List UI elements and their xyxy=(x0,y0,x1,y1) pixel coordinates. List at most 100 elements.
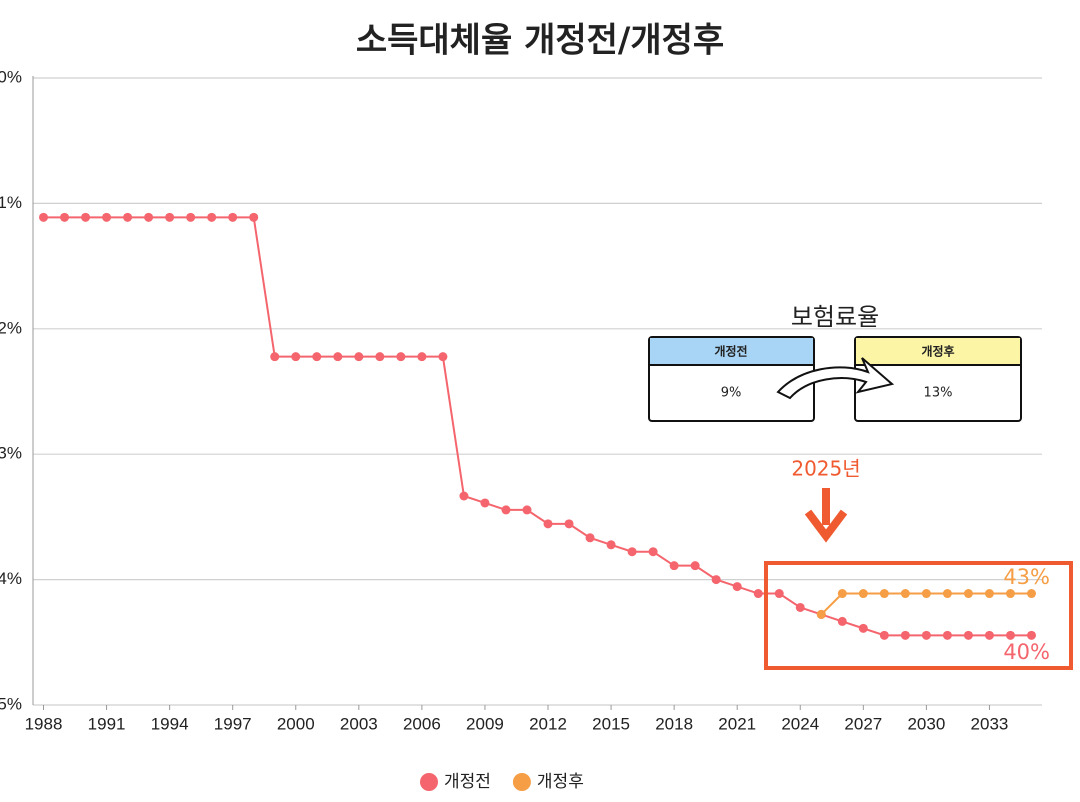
point xyxy=(921,589,931,599)
point xyxy=(501,505,511,515)
x-tick-label: 2021 xyxy=(718,714,756,733)
point xyxy=(564,519,574,529)
point xyxy=(102,212,112,222)
point xyxy=(648,547,658,557)
point xyxy=(480,498,490,508)
y-tick-label: 62% xyxy=(0,318,22,337)
point xyxy=(942,630,952,640)
point xyxy=(207,212,217,222)
point xyxy=(858,589,868,599)
point xyxy=(249,212,259,222)
point xyxy=(144,212,154,222)
point xyxy=(522,505,532,515)
legend-label: 개정후 xyxy=(537,772,584,792)
x-tick-label: 2033 xyxy=(971,714,1009,733)
point xyxy=(753,589,763,599)
point xyxy=(963,630,973,640)
premium-before-header: 개정전 xyxy=(714,344,747,359)
point xyxy=(690,561,700,571)
y-tick-label: 44% xyxy=(0,569,22,588)
point xyxy=(942,589,952,599)
point xyxy=(774,589,784,599)
point xyxy=(543,519,553,529)
point xyxy=(921,630,931,640)
point xyxy=(228,212,238,222)
after-label: 43% xyxy=(1003,565,1050,589)
point xyxy=(396,352,406,362)
point xyxy=(900,589,910,599)
legend-label: 개정전 xyxy=(444,772,491,792)
y-tick-label: 71% xyxy=(0,193,22,212)
before-label: 40% xyxy=(1003,640,1050,664)
premium-after-header-bg xyxy=(856,338,1020,365)
premium-title: 보험료율 xyxy=(791,303,879,331)
x-tick-label: 2003 xyxy=(340,714,378,733)
point xyxy=(711,575,721,585)
x-tick-label: 2018 xyxy=(655,714,693,733)
point xyxy=(123,212,133,222)
point xyxy=(984,589,994,599)
point xyxy=(354,352,364,362)
down-arrow xyxy=(804,488,848,543)
x-tick-label: 2012 xyxy=(529,714,567,733)
point xyxy=(879,630,889,640)
point xyxy=(438,352,448,362)
point xyxy=(795,602,805,612)
point xyxy=(858,623,868,633)
premium-after-header: 개정후 xyxy=(921,344,954,359)
x-tick-label: 2006 xyxy=(403,714,441,733)
premium-before-header-bg xyxy=(650,338,813,365)
point xyxy=(39,212,49,222)
point xyxy=(585,533,595,543)
x-tick-label: 2027 xyxy=(844,714,882,733)
x-tick-label: 1994 xyxy=(151,714,189,733)
point xyxy=(333,352,343,362)
point xyxy=(879,589,889,599)
point xyxy=(963,589,973,599)
curved-arrow xyxy=(776,357,895,400)
x-tick-label: 1991 xyxy=(88,714,126,733)
point xyxy=(270,352,280,362)
premium-before-value: 9% xyxy=(721,386,742,401)
legend-marker xyxy=(512,773,531,791)
x-tick-label: 2009 xyxy=(466,714,504,733)
point xyxy=(816,609,826,619)
point xyxy=(984,630,994,640)
point xyxy=(375,352,385,362)
point xyxy=(1026,589,1036,599)
point xyxy=(312,352,322,362)
series-line xyxy=(43,216,1032,637)
x-tick-label: 2024 xyxy=(781,714,819,733)
point xyxy=(459,491,469,501)
point xyxy=(669,561,679,571)
point xyxy=(900,630,910,640)
point xyxy=(81,212,91,222)
point xyxy=(627,547,637,557)
chart-title: 소득대체율 개정전/개정후 xyxy=(356,21,724,61)
point xyxy=(60,212,70,222)
point xyxy=(606,540,616,550)
x-tick-label: 2015 xyxy=(592,714,630,733)
point xyxy=(732,582,742,592)
highlight-box xyxy=(764,561,1073,670)
year-annotation: 2025년 xyxy=(791,457,860,481)
point xyxy=(1005,630,1015,640)
x-tick-label: 2000 xyxy=(277,714,315,733)
x-tick-label: 1997 xyxy=(214,714,252,733)
y-tick-label: 80% xyxy=(0,67,22,86)
point xyxy=(1026,630,1036,640)
point xyxy=(417,352,427,362)
point xyxy=(186,212,196,222)
point xyxy=(837,589,847,599)
y-tick-label: 53% xyxy=(0,444,22,463)
y-tick-label: 35% xyxy=(0,694,22,713)
point xyxy=(165,212,175,222)
point xyxy=(837,616,847,626)
point xyxy=(1005,589,1015,599)
premium-after-value: 13% xyxy=(924,386,953,401)
point xyxy=(291,352,301,362)
plot: 80% 71% 62% 53% 44% 35%1988 1991 1994 1997 2000 20… xyxy=(0,67,1042,792)
x-tick-label: 2030 xyxy=(907,714,945,733)
legend-marker xyxy=(420,773,438,791)
